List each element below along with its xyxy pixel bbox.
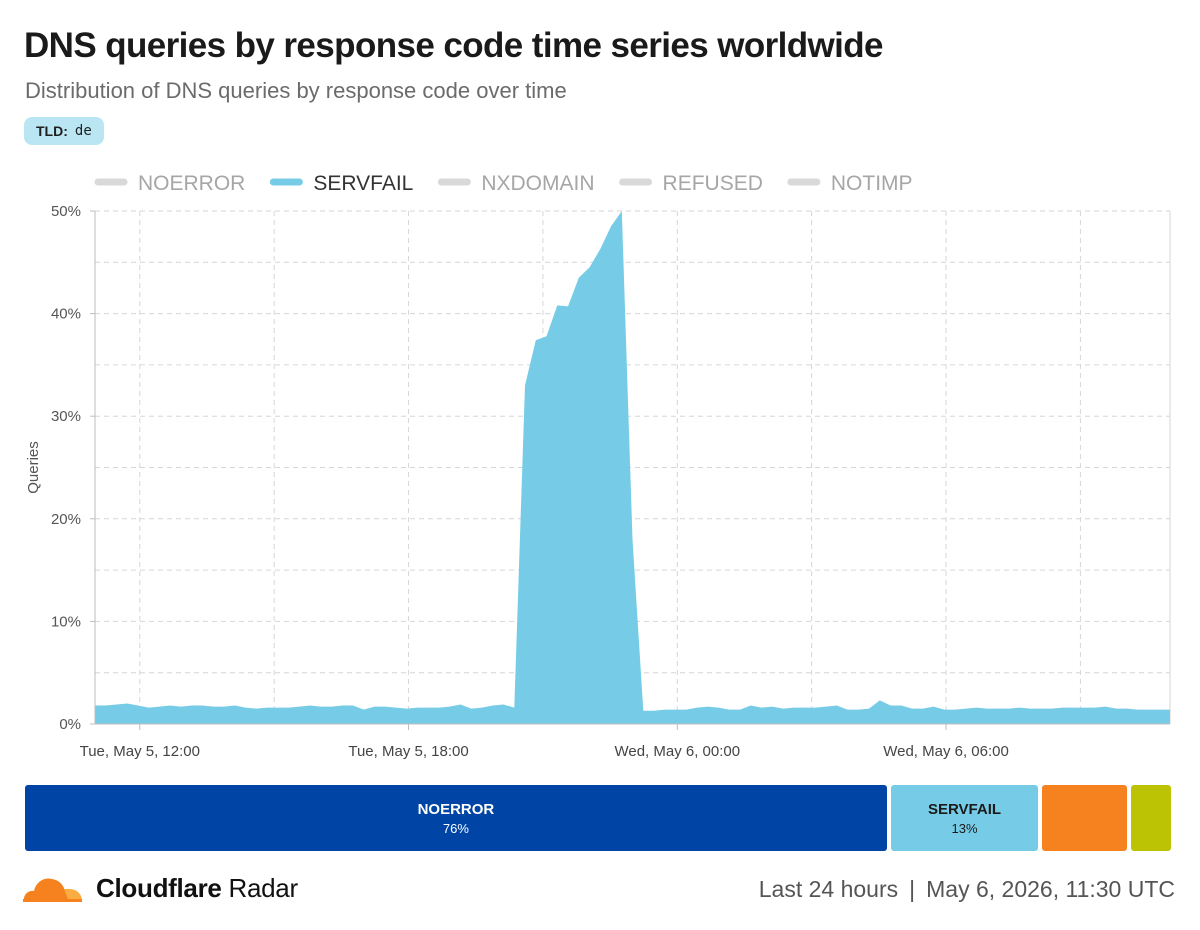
- chart-grid: [95, 210, 1171, 724]
- legend-label: SERVFAIL: [313, 172, 413, 195]
- cloudflare-cloud-icon: [23, 878, 82, 902]
- tld-filter-badge[interactable]: TLD: de: [24, 117, 104, 145]
- legend-label: NOTIMP: [831, 172, 913, 195]
- page-subtitle: Distribution of DNS queries by response …: [25, 78, 567, 103]
- legend-item-noerror[interactable]: NOERROR: [94, 172, 245, 195]
- series-area-servfail: [95, 211, 1170, 724]
- chart-legend: NOERROR SERVFAIL NXDOMAIN REFUSED NOTIMP: [94, 172, 913, 195]
- segment-percent: 13%: [951, 820, 978, 836]
- legend-item-notimp[interactable]: NOTIMP: [787, 172, 913, 195]
- footer-separator: |: [909, 876, 916, 902]
- cloudflare-radar-logo: Cloudflare Radar: [22, 872, 298, 904]
- y-tick-label: 20%: [51, 511, 81, 528]
- chart-axes: 0% 10% 20% 30% 40% 50% Tue, May 5, 12:00 Tue, M…: [25, 203, 1170, 760]
- y-axis-title: Queries: [25, 441, 42, 494]
- breakdown-segment-noerror[interactable]: NOERROR 76%: [25, 785, 887, 851]
- breakdown-segment-servfail[interactable]: SERVFAIL 13%: [890, 785, 1039, 851]
- legend-label: NOERROR: [138, 172, 245, 195]
- segment-label: SERVFAIL: [927, 800, 1002, 818]
- filter-value: de: [74, 123, 92, 139]
- y-tick-label: 10%: [51, 613, 81, 630]
- brand-light: Radar: [221, 872, 299, 903]
- segment-label: NOERROR: [417, 800, 495, 818]
- page-title: DNS queries by response code time series…: [24, 26, 884, 65]
- time-series-chart: NOERROR SERVFAIL NXDOMAIN REFUSED NOTIMP 0% 1…: [25, 172, 1171, 760]
- y-tick-label: 30%: [51, 408, 81, 425]
- brand-bold: Cloudflare: [96, 872, 222, 903]
- segment-percent: 76%: [442, 820, 469, 836]
- footer-meta: Last 24 hours | May 6, 2026, 11:30 UTC: [759, 876, 1175, 903]
- filter-key: TLD:: [36, 123, 68, 139]
- y-tick-label: 0%: [59, 716, 81, 733]
- x-tick-label: Tue, May 5, 12:00: [80, 743, 200, 760]
- y-tick-label: 40%: [51, 306, 81, 323]
- breakdown-segment-refused[interactable]: [1131, 785, 1171, 851]
- chart-series: [95, 211, 1170, 724]
- y-tick-label: 50%: [51, 203, 81, 220]
- timestamp: May 6, 2026, 11:30 UTC: [926, 876, 1175, 902]
- response-code-breakdown-bar: NOERROR 76% SERVFAIL 13%: [25, 785, 1175, 851]
- x-tick-label: Wed, May 6, 06:00: [883, 743, 1009, 760]
- legend-item-nxdomain[interactable]: NXDOMAIN: [437, 172, 595, 195]
- legend-label: REFUSED: [663, 172, 763, 195]
- legend-item-refused[interactable]: REFUSED: [619, 172, 763, 195]
- time-range: Last 24 hours: [758, 876, 899, 902]
- brand-name: Cloudflare Radar: [96, 873, 298, 904]
- breakdown-segment-nxdomain[interactable]: [1042, 785, 1128, 851]
- x-tick-label: Tue, May 5, 18:00: [348, 743, 468, 760]
- legend-item-servfail[interactable]: SERVFAIL: [269, 172, 413, 195]
- legend-label: NXDOMAIN: [481, 172, 594, 195]
- x-tick-label: Wed, May 6, 00:00: [614, 743, 740, 760]
